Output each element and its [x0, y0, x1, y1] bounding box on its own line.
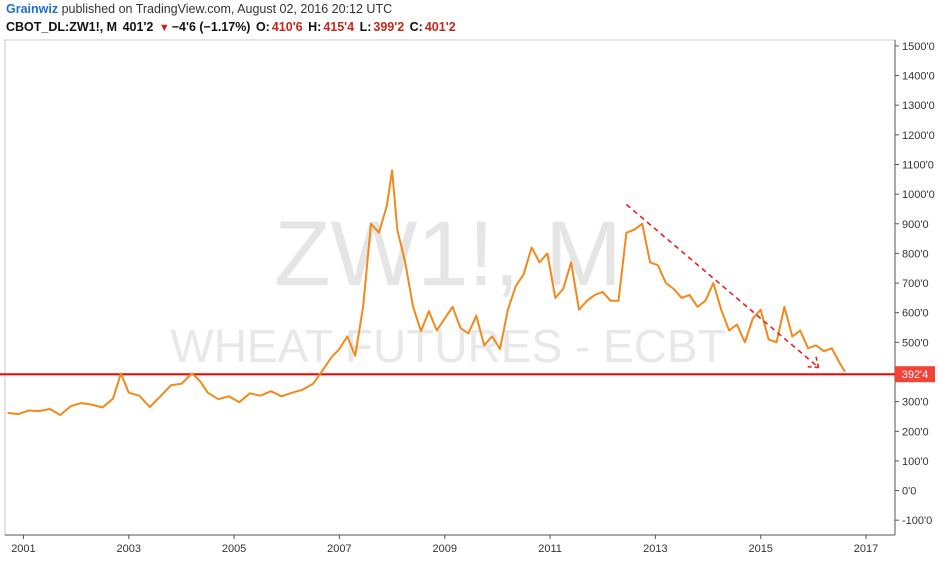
author-link[interactable]: Grainwiz — [6, 2, 59, 16]
price-change: −4'6 (−1.17%) — [171, 20, 251, 34]
price-series-line[interactable] — [7, 169, 846, 416]
price-series-group — [7, 169, 846, 416]
time-tick-label: 2017 — [854, 543, 878, 555]
price-tick-label: 1000'0 — [902, 189, 935, 201]
time-tick-label: 2003 — [117, 543, 141, 555]
time-tick-label: 2015 — [748, 543, 772, 555]
down-arrow-icon: ▼ — [158, 22, 170, 34]
price-tick-label: -100'0 — [902, 515, 932, 527]
high-label: H: — [308, 20, 322, 34]
trend-arrow-group — [625, 203, 820, 369]
high-value: 415'4 — [323, 20, 355, 34]
price-tick-label: 1400'0 — [902, 71, 935, 83]
price-tick-label: 1100'0 — [902, 159, 934, 171]
price-tick-label: 0'0 — [902, 486, 916, 498]
close-label: C: — [409, 20, 423, 34]
price-tick-label: 800'0 — [902, 248, 929, 260]
time-tick-label: 2011 — [538, 543, 562, 555]
price-tick-label: 900'0 — [902, 219, 929, 231]
price-tick-label: 600'0 — [902, 308, 929, 320]
trend-line[interactable] — [625, 203, 820, 369]
last-price: 401'2 — [122, 20, 154, 34]
open-label: O: — [255, 20, 270, 34]
time-axis-ticks: 2001 2003 2005 2007 2009 2011 2013 2015 2017 — [11, 535, 878, 555]
price-tick-label: 300'0 — [902, 397, 929, 409]
support-line-group: 392'4 — [0, 366, 935, 383]
trend-arrowhead — [805, 365, 819, 369]
watermark-description: WHEAT FUTURES - ECBT — [170, 320, 725, 372]
time-tick-label: 2007 — [327, 543, 351, 555]
published-text: published on TradingView.com, August 02,… — [61, 2, 393, 16]
price-tick-label: 100'0 — [902, 456, 929, 468]
price-badge — [895, 366, 935, 383]
ohlc-legend: CBOT_DL:ZW1!, M 401'2 ▼ −4'6 (−1.17%) O: 4… — [6, 20, 458, 34]
price-tick-label: 1200'0 — [902, 130, 935, 142]
watermark-symbol: ZW1!, M — [274, 203, 622, 305]
time-tick-label: 2005 — [222, 543, 246, 555]
price-tick-label: 200'0 — [902, 426, 929, 438]
trend-arrowhead — [814, 354, 820, 368]
low-label: L: — [359, 20, 372, 34]
price-tick-label: 1300'0 — [902, 100, 935, 112]
time-tick-label: 2009 — [432, 543, 456, 555]
symbol-label: CBOT_DL:ZW1!, M — [6, 20, 118, 34]
publish-info: Grainwiz published on TradingView.com, A… — [6, 2, 392, 16]
time-tick-label: 2001 — [11, 543, 35, 555]
price-tick-label: 500'0 — [902, 337, 929, 349]
open-value: 410'6 — [271, 20, 303, 34]
price-axis-ticks: 1500'0 1400'0 1300'0 1200'0 1100'0 1000'0 900'… — [895, 41, 935, 527]
price-badge-label: 392'4 — [902, 369, 929, 381]
price-tick-label: 700'0 — [902, 278, 929, 290]
low-value: 399'2 — [373, 20, 405, 34]
close-value: 401'2 — [424, 20, 456, 34]
price-tick-label: 1500'0 — [902, 41, 935, 53]
time-tick-label: 2013 — [643, 543, 667, 555]
